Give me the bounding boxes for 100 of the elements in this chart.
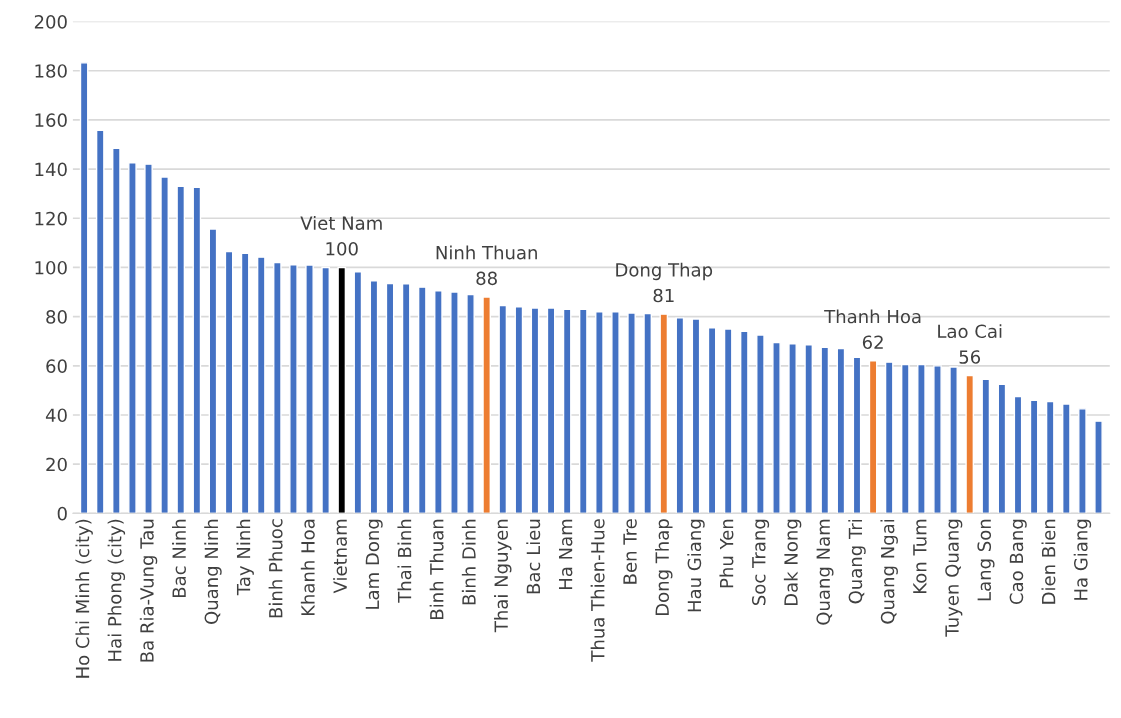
data-label: Thanh Hoa 62 [824, 309, 921, 350]
x-tick-label: Soc Trang [751, 519, 770, 605]
bar [675, 317, 685, 514]
bar [369, 280, 379, 514]
x-tick-label: Dak Nong [783, 519, 802, 606]
x-tick-label: Tay Ninh [236, 519, 254, 596]
bar [1061, 403, 1071, 514]
x-tick-label: Dong Thap [655, 519, 673, 616]
bar [739, 330, 749, 514]
bar [756, 334, 765, 514]
bar [917, 363, 926, 514]
bar [659, 313, 669, 514]
bar [273, 261, 282, 514]
bar [176, 185, 186, 514]
x-tick-label: Bac Lieu [526, 519, 541, 594]
x-tick-label: Binh Thuan [429, 519, 444, 619]
data-label: Lao Cai 56 [938, 324, 1002, 364]
bar [128, 162, 137, 514]
x-tick-label: Binh Dinh [461, 519, 476, 605]
bar [707, 327, 717, 514]
bar [562, 308, 572, 514]
bar [884, 361, 894, 514]
bar [836, 347, 846, 514]
x-tick-label: Vietnam [333, 519, 347, 594]
bar [1045, 400, 1055, 514]
bar [900, 363, 910, 514]
y-tick-label: 60 [46, 359, 67, 373]
bar [1013, 395, 1023, 514]
bar [546, 307, 556, 514]
bar [450, 291, 459, 514]
x-tick-label: Tuyen Quang [945, 519, 963, 637]
y-tick-label: 40 [45, 408, 67, 423]
x-tick-label: Quang Ngai [880, 519, 898, 624]
bar [305, 264, 314, 514]
bar [514, 306, 524, 514]
bar [820, 346, 830, 514]
bar [401, 282, 411, 514]
bar [578, 308, 588, 514]
x-tick-label: Hai Phong (city) [107, 519, 126, 661]
y-tick-label: 80 [46, 310, 67, 324]
x-tick-label: Kon Tum [913, 519, 927, 593]
x-tick-label: Lam Dong [365, 519, 383, 609]
bar [498, 304, 508, 514]
x-tick-label: Ho Chi Minh (city) [75, 519, 93, 678]
bar [240, 252, 250, 514]
bar [417, 286, 427, 514]
bar [208, 228, 218, 514]
x-tick-label: Quang Nam [816, 519, 834, 625]
y-tick-label: 100 [35, 260, 67, 275]
bar [997, 383, 1007, 514]
x-tick-label: Quang Tri [848, 519, 866, 604]
bar [611, 311, 620, 514]
x-tick-label: Ben Tre [623, 519, 637, 584]
bar [144, 163, 153, 514]
bar [224, 250, 234, 514]
bar [1094, 420, 1103, 514]
bar [868, 360, 878, 514]
x-tick-label: Thua Thien-Hue [590, 519, 605, 662]
x-tick-label: Ba Ria-Vung Tau [139, 519, 158, 662]
x-tick-label: Bac Ninh [172, 519, 186, 597]
bar [1078, 408, 1087, 514]
y-tick-label: 140 [35, 162, 67, 177]
bar [256, 256, 266, 514]
bar [112, 147, 121, 514]
y-tick-label: 20 [46, 457, 67, 472]
bar [804, 344, 814, 514]
data-label: Ninh Thuan 88 [436, 245, 537, 286]
data-label: Dong Thap 81 [616, 262, 713, 303]
bar [289, 264, 298, 514]
bar [788, 342, 797, 514]
x-tick-label: Ha Nam [558, 519, 573, 589]
bar [192, 186, 202, 514]
bar [337, 266, 347, 514]
bar [1029, 399, 1039, 514]
x-tick-label: Lang Son [977, 519, 995, 601]
bar [353, 271, 363, 514]
bar [595, 311, 604, 514]
y-tick-label: 160 [35, 113, 67, 128]
y-tick-label: 180 [35, 64, 67, 78]
bar [627, 312, 636, 514]
x-tick-label: Thai Binh [397, 519, 412, 603]
bar [482, 296, 491, 514]
x-tick-label: Thai Nguyen [494, 519, 512, 633]
bar [981, 378, 991, 514]
x-tick-label: Khanh Hoa [300, 519, 315, 616]
x-tick-label: Cao Bang [1009, 519, 1027, 605]
bar [95, 129, 105, 514]
x-tick-label: Phu Yen [719, 519, 734, 588]
bar [723, 328, 733, 514]
bar [949, 366, 958, 514]
x-tick-label: Ha Giang [1073, 519, 1092, 600]
x-tick-label: Dien Bien [1041, 519, 1056, 604]
x-tick-label: Quang Ninh [204, 519, 222, 624]
bar [772, 341, 781, 514]
y-tick-label: 120 [35, 211, 67, 226]
bar [321, 266, 330, 514]
bar [385, 282, 395, 514]
y-tick-label: 0 [57, 506, 67, 521]
bar [933, 365, 942, 514]
bar [691, 318, 701, 514]
